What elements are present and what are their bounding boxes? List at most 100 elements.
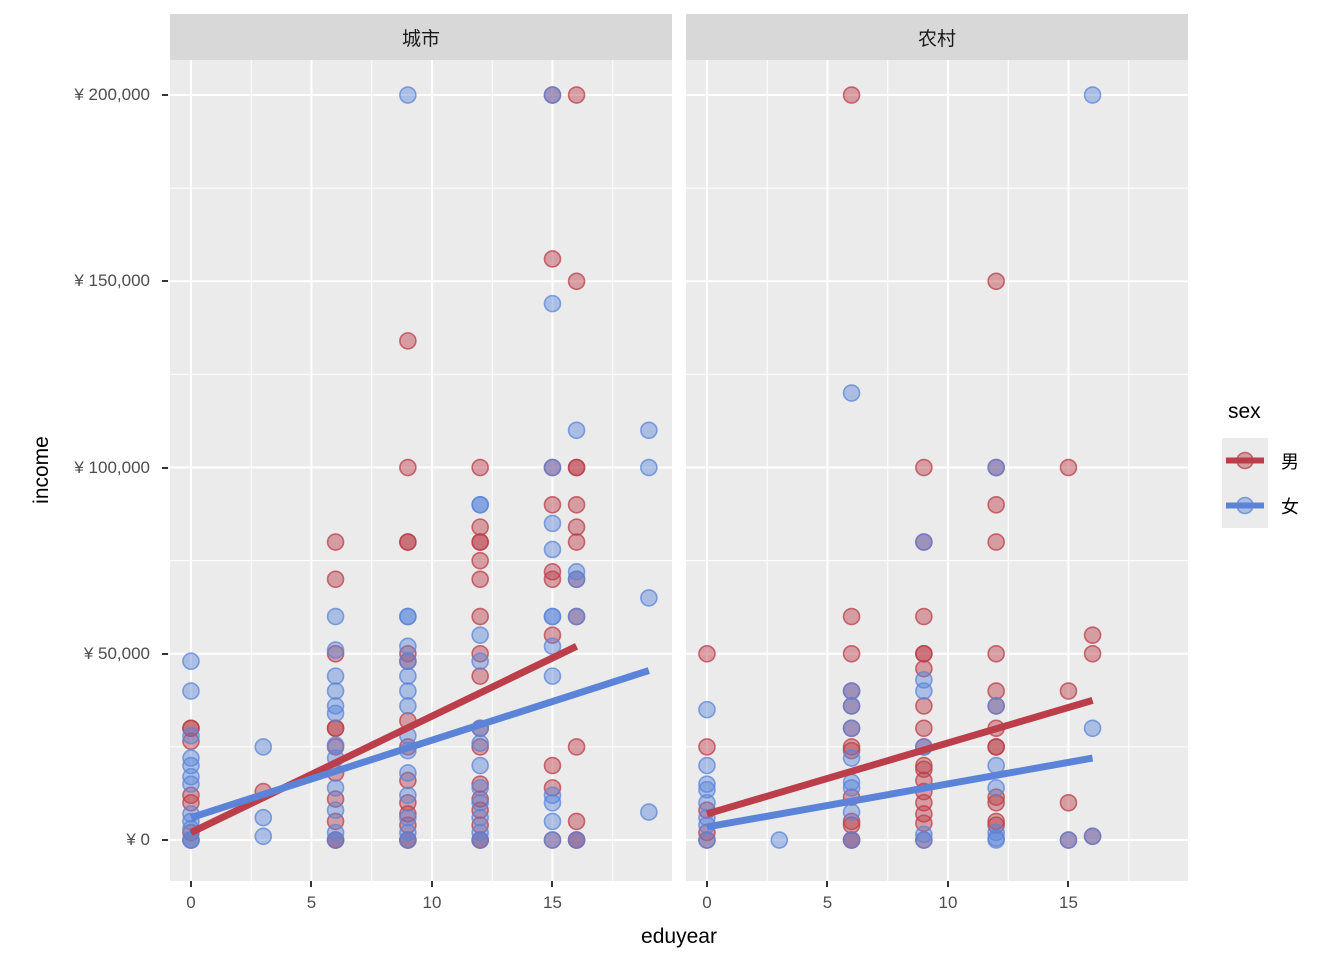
- data-point-female: [640, 589, 658, 607]
- data-point-male: [842, 644, 861, 663]
- legend-key-dot: [1236, 451, 1254, 470]
- data-point-female: [399, 607, 417, 626]
- x-tick-mark: [705, 881, 708, 887]
- data-point-female: [698, 775, 716, 793]
- data-point-female: [471, 831, 489, 849]
- data-point-female: [698, 780, 716, 799]
- y-tick-mark: [162, 94, 168, 96]
- facet-strip-urban: 城市: [170, 14, 672, 60]
- data-point-male: [399, 533, 417, 551]
- data-point-female: [842, 831, 861, 849]
- data-point-male: [698, 738, 716, 756]
- data-point-male: [567, 495, 586, 514]
- data-point-female: [399, 764, 417, 782]
- y-tick-label: ¥ 50,000: [83, 643, 150, 663]
- data-point-female: [640, 458, 658, 477]
- trend-line-female: [189, 667, 650, 822]
- data-point-male: [915, 805, 933, 823]
- x-tick-label: 15: [1058, 893, 1078, 912]
- plot-panel-urban: [170, 60, 672, 881]
- data-point-female: [698, 831, 716, 849]
- data-point-female: [182, 682, 200, 700]
- data-point-male: [543, 570, 562, 589]
- data-point-male: [915, 458, 933, 477]
- data-point-female: [842, 682, 861, 700]
- legend-label-female: 女: [1281, 496, 1299, 517]
- data-point-female: [543, 514, 562, 533]
- data-point-male: [1059, 793, 1078, 812]
- data-point-female: [1083, 86, 1102, 104]
- data-point-female: [471, 734, 489, 752]
- legend-label-male: 男: [1281, 451, 1299, 472]
- data-point-female: [471, 652, 489, 671]
- data-point-female: [543, 793, 562, 812]
- y-tick-mark: [162, 280, 168, 283]
- data-point-male: [987, 272, 1005, 291]
- x-tick-label: 0: [702, 893, 712, 912]
- data-point-male: [399, 332, 417, 350]
- data-point-female: [698, 793, 716, 812]
- data-point-female: [987, 779, 1005, 797]
- data-point-female: [543, 667, 562, 685]
- data-point-male: [326, 533, 345, 551]
- data-point-female: [770, 831, 789, 849]
- legend-key-graphic: [1226, 451, 1264, 470]
- data-point-female: [842, 719, 861, 738]
- x-tick-mark: [430, 881, 433, 887]
- data-point-female: [399, 86, 417, 104]
- data-point-female: [399, 652, 417, 671]
- data-point-female: [399, 682, 417, 700]
- data-point-female: [640, 803, 658, 821]
- data-point-male: [987, 644, 1005, 663]
- data-point-female: [915, 825, 933, 844]
- data-point-male: [987, 533, 1005, 551]
- y-tick-label: ¥ 200,000: [74, 85, 150, 104]
- data-point-female: [915, 533, 933, 551]
- x-tick-label: 15: [542, 893, 562, 912]
- x-tick-label: 5: [822, 893, 833, 912]
- data-point-female: [326, 607, 345, 626]
- legend-key-graphic: [1226, 496, 1264, 515]
- data-point-female: [182, 726, 200, 745]
- data-point-male: [326, 719, 345, 738]
- data-point-female: [543, 86, 562, 104]
- data-point-male: [987, 682, 1005, 700]
- data-point-female: [543, 458, 562, 477]
- data-point-female: [543, 607, 562, 626]
- data-point-female: [987, 697, 1005, 715]
- facet-strip-rural: 农村: [686, 14, 1188, 60]
- x-tick-label: 10: [938, 893, 958, 912]
- data-point-female: [842, 803, 861, 821]
- data-point-male: [915, 644, 933, 663]
- y-tick-mark: [162, 652, 168, 655]
- facet-strip-rural-label: 农村: [917, 28, 956, 50]
- data-point-female: [326, 682, 345, 700]
- data-point-female: [326, 736, 345, 754]
- data-point-male: [567, 738, 586, 756]
- data-point-male: [471, 667, 489, 685]
- data-point-male: [471, 533, 489, 551]
- data-point-female: [543, 812, 562, 831]
- data-point-female: [326, 801, 345, 820]
- data-point-male: [987, 738, 1005, 756]
- data-point-female: [471, 808, 489, 827]
- data-point-male: [842, 86, 861, 104]
- data-point-male: [471, 570, 489, 589]
- x-tick-mark: [946, 881, 949, 887]
- facet-strip-urban-label: 城市: [401, 28, 440, 50]
- data-point-female: [471, 626, 489, 644]
- legend-entry-female: 女: [1222, 483, 1299, 528]
- data-point-female: [326, 667, 345, 685]
- data-point-female: [254, 827, 273, 846]
- data-point-male: [915, 607, 933, 626]
- trend-line-female: [706, 754, 1094, 831]
- x-tick-mark: [189, 881, 192, 887]
- y-tick-label: ¥ 100,000: [74, 457, 150, 477]
- data-point-male: [567, 518, 586, 536]
- x-tick-label: 10: [422, 893, 442, 912]
- data-point-female: [182, 775, 200, 793]
- x-tick-label: 5: [306, 893, 317, 912]
- data-point-male: [567, 533, 586, 551]
- data-point-female: [698, 700, 716, 719]
